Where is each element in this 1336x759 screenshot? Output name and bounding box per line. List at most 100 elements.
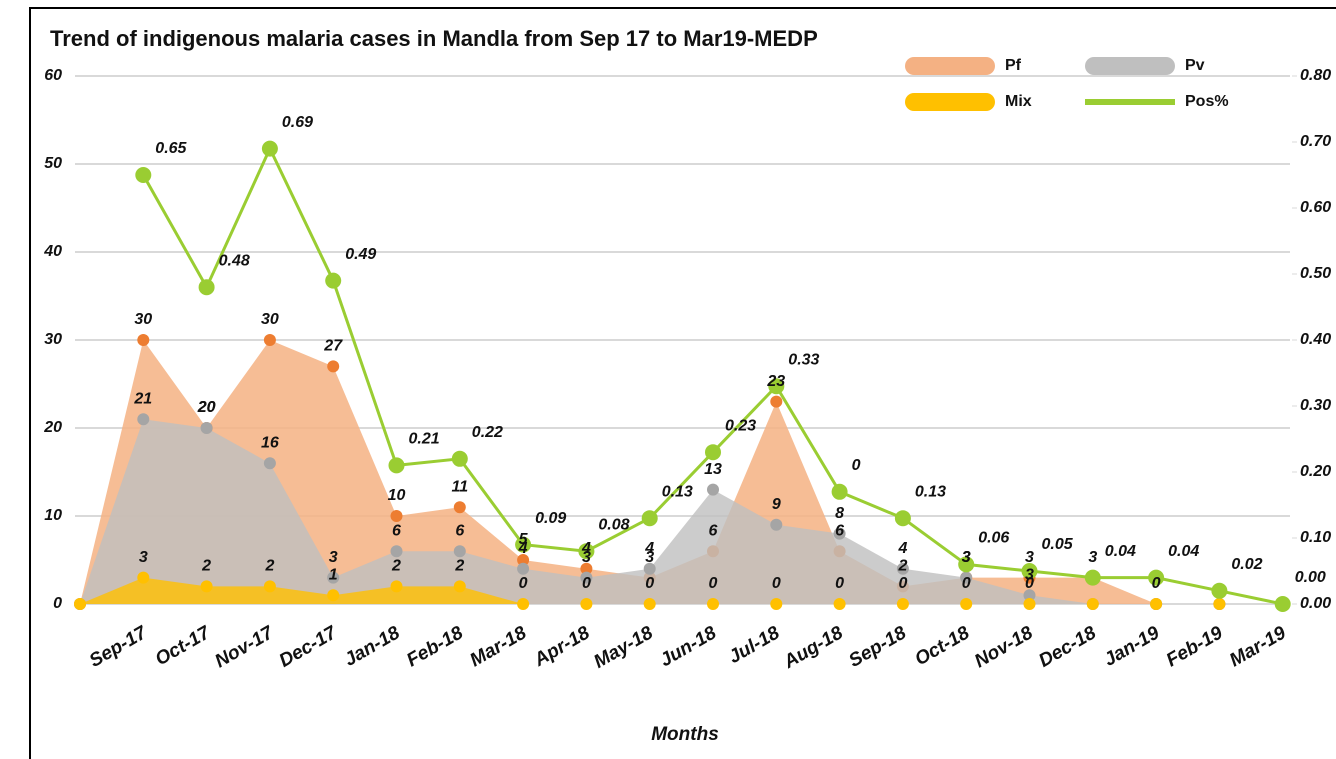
- marker: [1150, 598, 1163, 610]
- legend-label: Mix: [1005, 93, 1032, 110]
- data-label: 0.13: [662, 483, 693, 500]
- x-tick-label: Oct-18: [911, 622, 973, 670]
- marker: [198, 279, 215, 296]
- data-label: 2: [391, 558, 401, 575]
- marker: [451, 450, 468, 467]
- marker: [580, 598, 593, 610]
- x-tick-label: Feb-18: [403, 622, 467, 671]
- data-label: 0.21: [409, 431, 440, 448]
- marker: [1213, 598, 1226, 610]
- data-label: 0.08: [598, 516, 629, 533]
- marker: [641, 510, 658, 527]
- x-tick-label: Nov-18: [971, 622, 1037, 672]
- data-label: 4: [644, 540, 654, 557]
- data-label: 23: [766, 373, 785, 390]
- data-label: 30: [134, 311, 152, 328]
- data-label: 5: [519, 531, 529, 548]
- x-tick-label: Aug-18: [779, 622, 847, 673]
- marker: [580, 562, 593, 575]
- x-tick-label: Mar-19: [1226, 622, 1290, 671]
- y2-tick-label: 0.20: [1300, 463, 1331, 480]
- marker: [515, 536, 532, 553]
- marker: [261, 140, 278, 157]
- data-label: 0: [835, 575, 844, 592]
- data-label: 6: [709, 522, 718, 539]
- data-label: 3: [645, 549, 654, 566]
- data-label: 20: [197, 399, 216, 416]
- marker: [1274, 596, 1291, 612]
- marker: [74, 598, 86, 610]
- data-label: 3: [1088, 549, 1097, 566]
- marker: [327, 360, 340, 373]
- y-tick-label: 40: [43, 243, 62, 260]
- data-label: 0: [1152, 575, 1161, 592]
- marker: [453, 501, 466, 514]
- marker: [390, 580, 403, 593]
- data-label: 0.09: [535, 510, 566, 527]
- data-label: 0: [582, 575, 591, 592]
- data-label: 2: [201, 558, 211, 575]
- marker: [263, 334, 276, 346]
- marker: [517, 598, 530, 610]
- marker: [1084, 569, 1101, 586]
- x-tick-label: Nov-17: [212, 622, 279, 673]
- data-label: 10: [388, 487, 406, 504]
- marker: [263, 457, 276, 470]
- marker: [831, 483, 848, 500]
- y2-tick-label: 0.40: [1300, 331, 1331, 348]
- x-tick-label: Jul-18: [725, 622, 783, 668]
- marker: [707, 598, 719, 610]
- x-tick-label: Feb-19: [1163, 622, 1227, 671]
- frame: [29, 7, 1336, 759]
- data-label: 0.23: [725, 417, 756, 434]
- marker: [705, 444, 721, 461]
- y-tick-label: 0: [53, 595, 62, 612]
- data-label: 16: [261, 434, 279, 451]
- x-axis-label: Months: [651, 724, 719, 745]
- marker: [1023, 589, 1036, 602]
- marker: [1148, 569, 1165, 586]
- data-label: 20: [197, 399, 216, 416]
- y2-tick-label: 0.30: [1300, 397, 1331, 414]
- data-label: 2: [897, 558, 907, 575]
- marker: [135, 167, 152, 183]
- x-tick-label: Jun-18: [656, 622, 720, 671]
- marker: [707, 483, 719, 496]
- marker: [770, 598, 783, 610]
- y-tick-label: 30: [44, 331, 62, 348]
- data-label: 6: [455, 522, 464, 539]
- data-label: 0: [709, 575, 718, 592]
- data-label: 6: [392, 522, 401, 539]
- data-label: 0.33: [788, 351, 819, 368]
- y2-tick-label: 0.60: [1300, 199, 1331, 216]
- data-label: 3: [1025, 566, 1034, 583]
- data-label: 0: [772, 575, 781, 592]
- legend-swatch: [1085, 99, 1175, 105]
- marker: [200, 422, 213, 434]
- y-tick-label: 10: [44, 507, 62, 524]
- x-tick-label: May-18: [590, 622, 657, 673]
- legend-swatch: [905, 57, 995, 75]
- x-tick-label: Sep-17: [86, 622, 152, 672]
- data-label: 4: [518, 540, 528, 557]
- data-label: 13: [704, 461, 722, 478]
- data-label: 0.04: [1168, 543, 1199, 560]
- legend-label: Pf: [1005, 57, 1022, 74]
- data-label: 0.00: [1295, 569, 1326, 586]
- y2-tick-label: 0.00: [1300, 595, 1331, 612]
- marker: [960, 598, 973, 610]
- marker: [768, 378, 785, 395]
- marker: [137, 571, 150, 584]
- marker: [325, 272, 342, 289]
- data-label: 1: [329, 566, 338, 583]
- data-label: 11: [451, 478, 468, 495]
- data-label: 0.69: [282, 114, 313, 131]
- data-label: 2: [264, 558, 274, 575]
- marker: [578, 543, 595, 560]
- legend-swatch: [905, 93, 995, 111]
- marker: [896, 598, 909, 610]
- marker: [453, 580, 466, 593]
- data-label: 27: [323, 338, 343, 355]
